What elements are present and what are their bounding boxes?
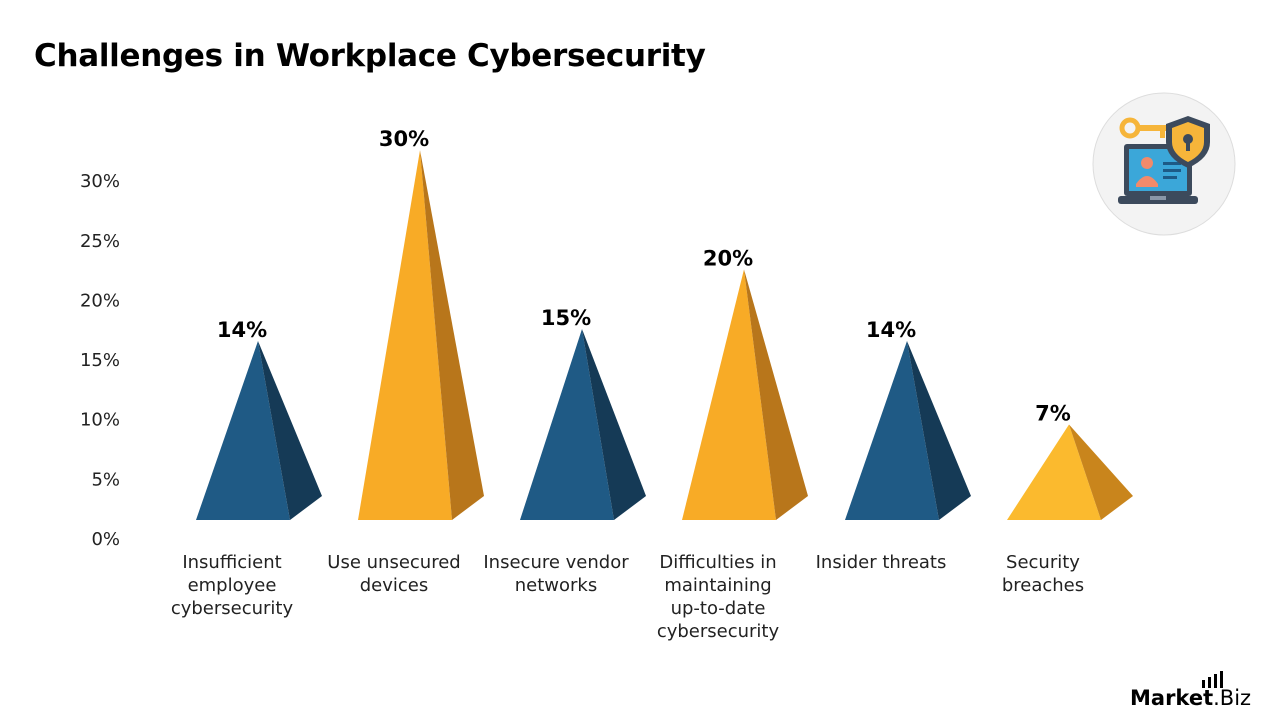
- category-label: networks: [515, 575, 597, 596]
- pyramid-bar-side: [582, 329, 646, 520]
- pyramid-bar-side: [258, 340, 322, 520]
- pyramid-bar-side: [744, 269, 808, 520]
- category-label: Security: [1006, 552, 1080, 573]
- category-label: Difficulties in: [659, 552, 776, 573]
- pyramid-bar-side: [1069, 424, 1133, 520]
- y-tick-label: 10%: [80, 410, 120, 431]
- data-label: 14%: [866, 318, 916, 342]
- cybersecurity-badge: [1092, 92, 1236, 236]
- pyramid-bar: [520, 329, 614, 520]
- category-label: Use unsecured: [327, 552, 460, 573]
- y-tick-label: 5%: [91, 469, 120, 490]
- category-label: cybersecurity: [171, 598, 294, 619]
- y-tick-label: 30%: [80, 171, 120, 192]
- data-label: 14%: [217, 318, 267, 342]
- pyramid-bar: [358, 150, 452, 520]
- pyramid-bar: [845, 340, 939, 520]
- pyramid-bar: [196, 340, 290, 520]
- category-label: employee: [188, 575, 277, 596]
- category-label: up-to-date: [671, 598, 766, 619]
- chart-title: Challenges in Workplace Cybersecurity: [34, 38, 706, 74]
- pyramid-bar-side: [907, 340, 971, 520]
- data-label: 7%: [1035, 401, 1071, 425]
- brand-name: Market: [1130, 686, 1214, 710]
- data-label: 15%: [541, 306, 591, 330]
- pyramid-bar: [682, 269, 776, 520]
- data-label: 20%: [703, 246, 753, 270]
- y-tick-label: 0%: [91, 529, 120, 550]
- category-label: Insecure vendor: [483, 552, 629, 573]
- y-tick-label: 25%: [80, 231, 120, 252]
- category-label: Insider threats: [816, 552, 947, 573]
- cybersecurity-laptop-shield-key-icon: [1092, 92, 1236, 236]
- pyramid-bar: [1007, 424, 1101, 520]
- y-tick-label: 15%: [80, 350, 120, 371]
- category-label: Insufficient: [182, 552, 281, 573]
- category-label: devices: [360, 575, 429, 596]
- pyramid-bar-side: [420, 150, 484, 520]
- signal-bars-icon: [1202, 671, 1223, 688]
- brand-domain: .Biz: [1213, 686, 1252, 710]
- brand-logo: Market .Biz: [1130, 666, 1251, 710]
- y-tick-label: 20%: [80, 290, 120, 311]
- category-label: cybersecurity: [657, 621, 780, 642]
- category-label: maintaining: [664, 575, 771, 596]
- data-label: 30%: [379, 127, 429, 151]
- category-label: breaches: [1002, 575, 1084, 596]
